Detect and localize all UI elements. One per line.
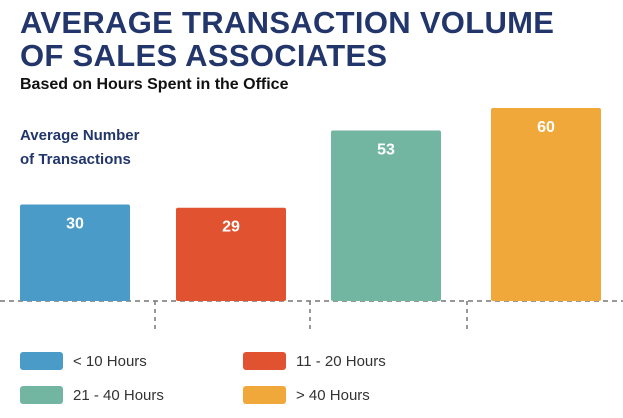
- chart-title-line-1: AVERAGE TRANSACTION VOLUME: [20, 5, 555, 40]
- legend-item-1: < 10 Hours: [20, 352, 147, 370]
- legend-swatch-1: [20, 352, 63, 370]
- bar-value-label-2: 29: [222, 219, 240, 236]
- bar-value-label-1: 30: [66, 216, 84, 233]
- y-axis-label: Average Number of Transactions: [20, 124, 200, 172]
- y-axis-label-line-1: Average Number: [20, 127, 140, 144]
- legend-label-4: > 40 Hours: [296, 386, 370, 404]
- legend-item-2: 11 - 20 Hours: [243, 352, 386, 370]
- bar-value-label-3: 53: [377, 142, 395, 159]
- legend-swatch-4: [243, 386, 286, 404]
- chart-title: AVERAGE TRANSACTION VOLUME OF SALES ASSO…: [20, 6, 610, 72]
- legend-swatch-3: [20, 386, 63, 404]
- chart-subtitle: Based on Hours Spent in the Office: [20, 76, 289, 93]
- legend-swatch-2: [243, 352, 286, 370]
- y-axis-label-line-2: of Transactions: [20, 151, 131, 168]
- chart-legend: < 10 Hours 11 - 20 Hours 21 - 40 Hours > 40…: [20, 352, 620, 412]
- legend-item-3: 21 - 40 Hours: [20, 386, 164, 404]
- bar-2: [176, 207, 286, 301]
- bar-4: [491, 108, 601, 301]
- legend-label-3: 21 - 40 Hours: [73, 386, 164, 404]
- bar-chart: 30 29 53 60: [0, 108, 623, 332]
- legend-label-1: < 10 Hours: [73, 352, 147, 370]
- chart-title-line-2: OF SALES ASSOCIATES: [20, 38, 388, 73]
- bar-1: [20, 204, 130, 301]
- bar-value-label-4: 60: [537, 119, 555, 136]
- legend-label-2: 11 - 20 Hours: [296, 352, 386, 370]
- legend-item-4: > 40 Hours: [243, 386, 370, 404]
- bar-3: [331, 130, 441, 301]
